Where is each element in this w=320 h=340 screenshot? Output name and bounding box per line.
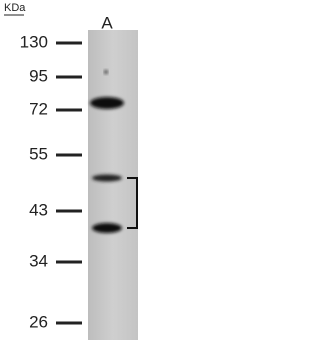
marker-label: 130 — [20, 32, 48, 51]
marker-label: 72 — [29, 99, 48, 118]
lane — [88, 30, 138, 340]
marker-ladder: 130 95 72 55 43 34 26 — [20, 32, 82, 331]
spot — [104, 70, 108, 74]
marker-label: 34 — [29, 251, 48, 270]
marker-label: 55 — [29, 144, 48, 163]
unit-label: KDa — [4, 2, 26, 14]
blot-image: KDa A 130 95 72 55 43 34 26 — [4, 2, 138, 340]
bracket — [127, 177, 138, 229]
marker-label: 95 — [29, 66, 48, 85]
band — [92, 223, 122, 233]
marker-label: 26 — [29, 312, 48, 331]
marker-label: 43 — [29, 200, 48, 219]
band — [90, 97, 124, 109]
lane-label: A — [101, 13, 113, 32]
band — [92, 174, 122, 182]
